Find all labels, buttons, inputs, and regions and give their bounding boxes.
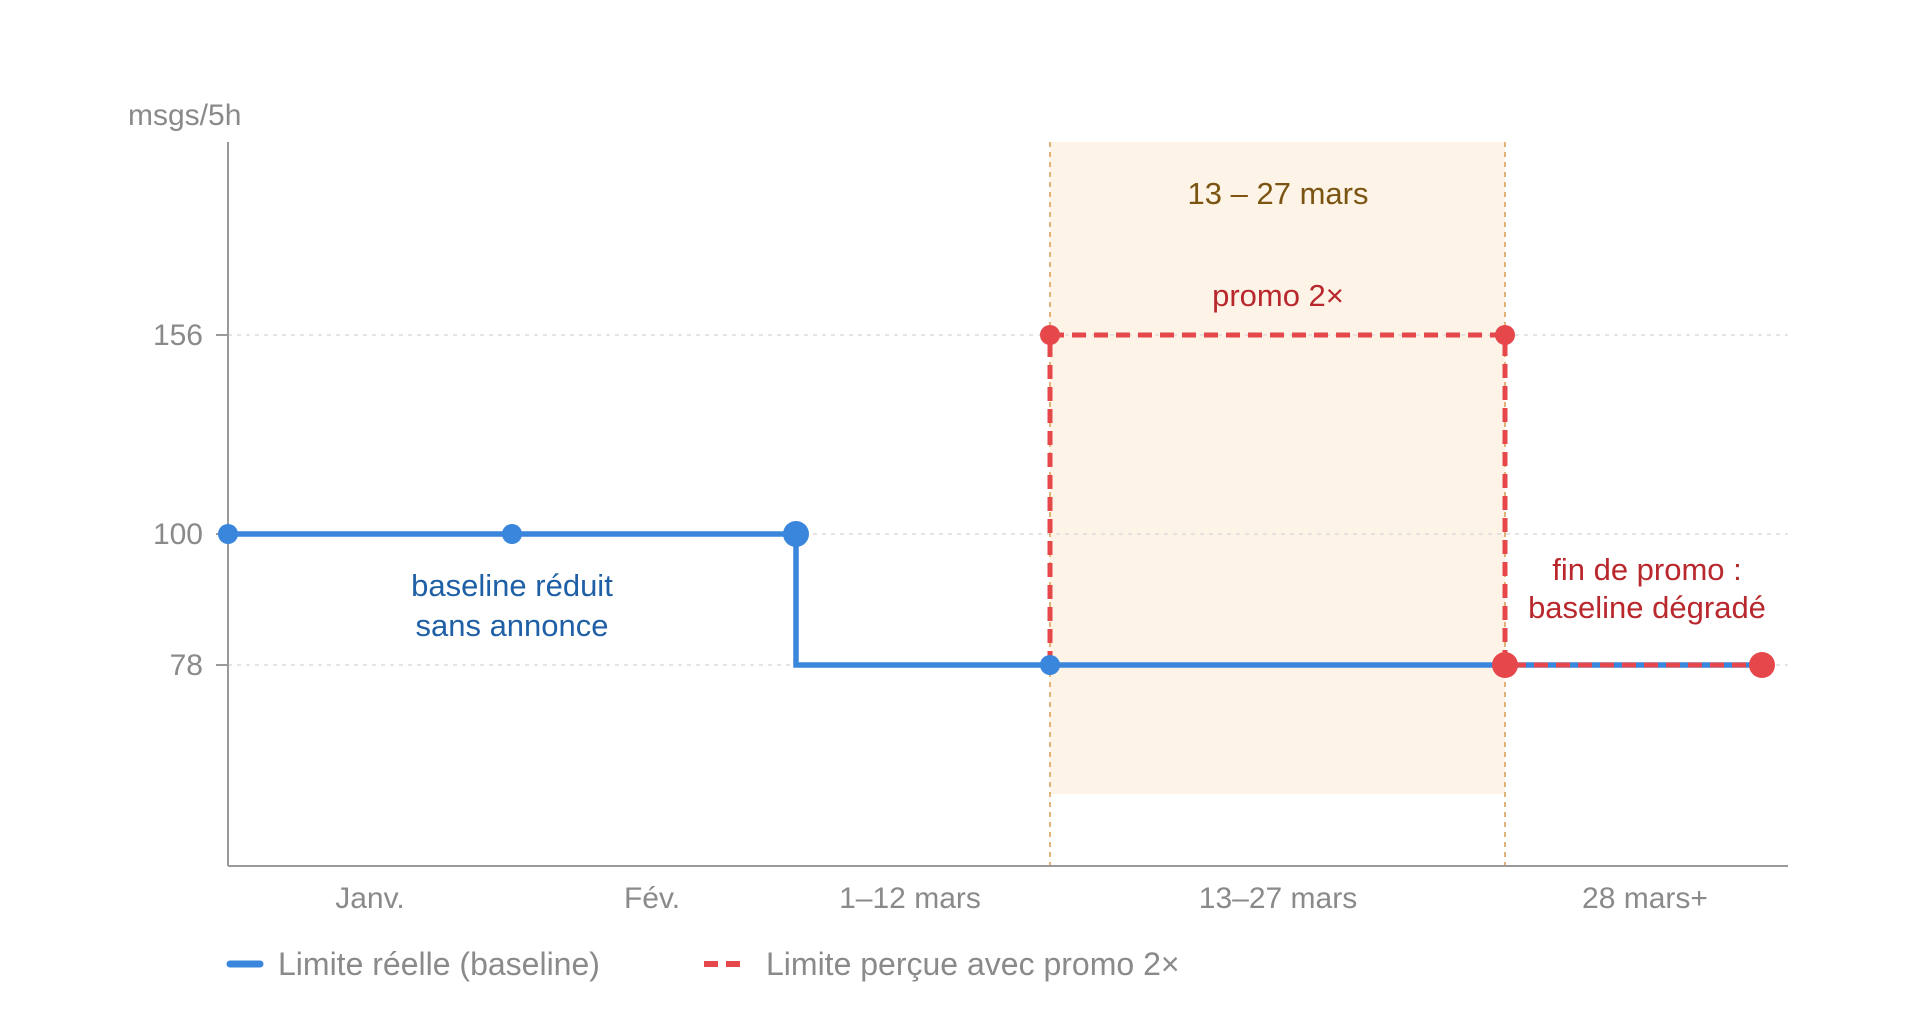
legend: Limite réelle (baseline) Limite perçue a… — [226, 946, 1180, 982]
promo-series-label: promo 2× — [1212, 278, 1344, 313]
y-tick-labels: 78 100 156 — [153, 319, 228, 682]
series-points — [218, 325, 1775, 678]
point-promo-3 — [1749, 652, 1775, 678]
point-baseline-3 — [1040, 655, 1060, 675]
end-promo-annotation-line-1: fin de promo : — [1552, 552, 1742, 587]
y-axis-unit-label: msgs/5h — [128, 99, 241, 132]
point-promo-1 — [1495, 325, 1515, 345]
axes — [227, 142, 1788, 867]
legend-label-baseline: Limite réelle (baseline) — [278, 946, 600, 982]
baseline-annotation-line-2: sans annonce — [415, 608, 608, 643]
x-tick-labels: Janv. Fév. 1–12 mars 13–27 mars 28 mars+ — [335, 882, 1708, 915]
point-promo-0 — [1040, 325, 1060, 345]
y-tick-label-100: 100 — [153, 518, 203, 551]
end-promo-annotation-line-2: baseline dégradé — [1528, 590, 1766, 625]
x-tick-label-0: Janv. — [335, 882, 404, 915]
point-baseline-1 — [502, 524, 522, 544]
promo-period-label: 13 – 27 mars — [1188, 176, 1369, 211]
x-tick-label-1: Fév. — [624, 882, 680, 915]
baseline-annotation-line-1: baseline réduit — [411, 568, 613, 603]
point-baseline-2 — [783, 521, 809, 547]
series-line-promo — [1047, 332, 1762, 668]
point-baseline-0 — [218, 524, 238, 544]
end-promo-annotation-background — [1508, 540, 1788, 632]
y-tick-label-78: 78 — [170, 649, 203, 682]
x-tick-label-4: 28 mars+ — [1582, 882, 1708, 915]
y-tick-label-156: 156 — [153, 319, 203, 352]
legend-label-promo: Limite perçue avec promo 2× — [766, 946, 1180, 982]
x-tick-label-3: 13–27 mars — [1199, 882, 1357, 915]
point-promo-2 — [1492, 652, 1518, 678]
x-tick-label-2: 1–12 mars — [839, 882, 981, 915]
promo-period-band — [1050, 142, 1505, 794]
